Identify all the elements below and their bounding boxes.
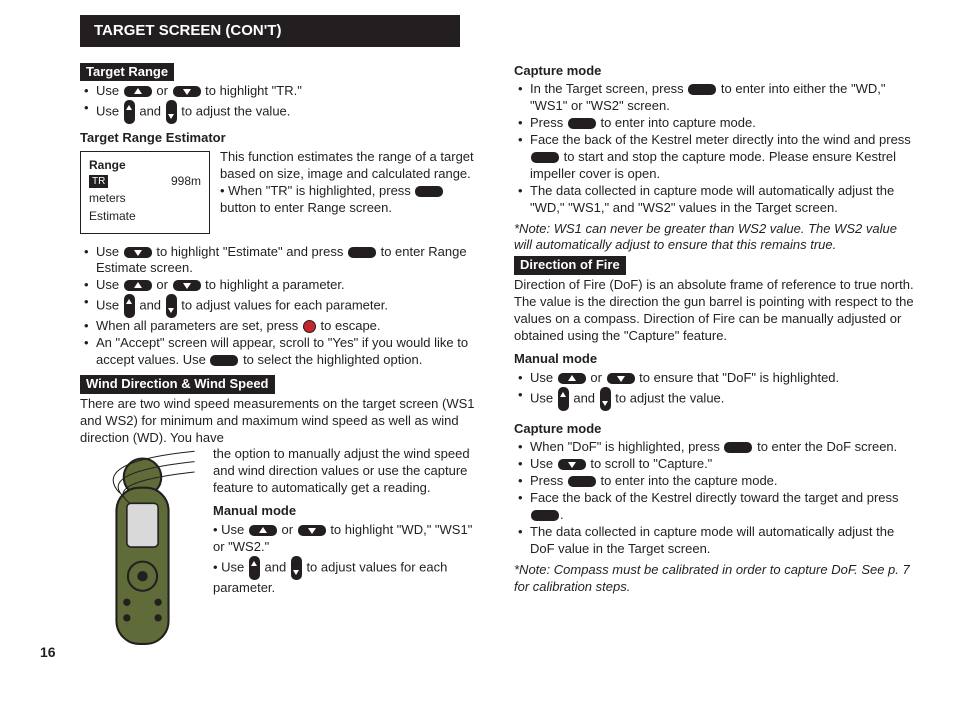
- list-item: Use to highlight "Estimate" and press to…: [80, 244, 482, 278]
- target-range-estimator-heading: Target Range Estimator: [80, 130, 482, 147]
- up-icon: [124, 294, 135, 318]
- list-item: Use or to highlight a parameter.: [80, 277, 482, 294]
- center-button-icon: [688, 84, 716, 95]
- up-arrow-icon: [249, 525, 277, 536]
- list-item: Use to scroll to "Capture.": [514, 456, 916, 473]
- dof-capture-list: When "DoF" is highlighted, press to ente…: [514, 439, 916, 557]
- list-item: In the Target screen, press to enter int…: [514, 81, 916, 115]
- dof-manual-heading: Manual mode: [514, 351, 916, 368]
- wind-option-text: the option to manually adjust the wind s…: [213, 446, 482, 497]
- left-column: Target Range Use or to highlight "TR." U…: [80, 63, 482, 678]
- capture-list: In the Target screen, press to enter int…: [514, 81, 916, 216]
- down-icon: [600, 387, 611, 411]
- wind-manual-item: • Use or to highlight "WD," "WS1" or "WS…: [213, 522, 482, 556]
- up-arrow-icon: [124, 280, 152, 291]
- dof-intro-text: Direction of Fire (DoF) is an absolute f…: [514, 277, 916, 345]
- tr-icon: TR: [89, 175, 108, 188]
- section-wind: Wind Direction & Wind Speed: [80, 375, 275, 394]
- right-column: Capture mode In the Target screen, press…: [514, 63, 916, 678]
- estimator-steps-list: Use to highlight "Estimate" and press to…: [80, 244, 482, 369]
- list-item: Face the back of the Kestrel directly to…: [514, 490, 916, 524]
- list-item: Use and to adjust values for each parame…: [80, 294, 482, 318]
- center-button-icon: [348, 247, 376, 258]
- down-arrow-icon: [173, 86, 201, 97]
- down-arrow-icon: [298, 525, 326, 536]
- down-icon: [166, 100, 177, 124]
- dof-capture-heading: Capture mode: [514, 421, 916, 438]
- list-item: The data collected in capture mode will …: [514, 183, 916, 217]
- list-item: Face the back of the Kestrel meter direc…: [514, 132, 916, 183]
- up-arrow-icon: [124, 86, 152, 97]
- capture-mode-heading: Capture mode: [514, 63, 916, 80]
- page-header: TARGET SCREEN (CON'T): [80, 15, 460, 47]
- list-item: Press to enter into the capture mode.: [514, 473, 916, 490]
- content-columns: Target Range Use or to highlight "TR." U…: [80, 63, 922, 678]
- up-icon: [558, 387, 569, 411]
- ws-note: *Note: WS1 can never be greater than WS2…: [514, 221, 916, 255]
- range-value: 998m: [112, 174, 201, 190]
- compass-note: *Note: Compass must be calibrated in ord…: [514, 562, 916, 596]
- center-button-icon: [568, 118, 596, 129]
- list-item: Use or to ensure that "DoF" is highlight…: [514, 370, 916, 387]
- dof-manual-list: Use or to ensure that "DoF" is highlight…: [514, 370, 916, 411]
- page-number: 16: [40, 643, 56, 661]
- manual-mode-heading: Manual mode: [213, 503, 482, 520]
- up-icon: [124, 100, 135, 124]
- center-button-icon: [531, 510, 559, 521]
- center-button-icon: [415, 186, 443, 197]
- list-item: Press to enter into capture mode.: [514, 115, 916, 132]
- wind-wrap-text: the option to manually adjust the wind s…: [213, 446, 482, 626]
- down-arrow-icon: [607, 373, 635, 384]
- wind-manual-item: • Use and to adjust values for each para…: [213, 556, 482, 597]
- range-label: Range: [89, 158, 201, 174]
- list-item: Use and to adjust the value.: [80, 100, 482, 124]
- wind-intro-text: There are two wind speed measurements on…: [80, 396, 482, 447]
- down-icon: [291, 556, 302, 580]
- kestrel-device-icon: [80, 446, 205, 675]
- list-item: Use and to adjust the value.: [514, 387, 916, 411]
- list-item: When "DoF" is highlighted, press to ente…: [514, 439, 916, 456]
- center-button-icon: [531, 152, 559, 163]
- section-target-range: Target Range: [80, 63, 174, 82]
- range-units: meters: [89, 191, 201, 207]
- list-item: An "Accept" screen will appear, scroll t…: [80, 335, 482, 369]
- escape-button-icon: [303, 320, 316, 333]
- center-button-icon: [210, 355, 238, 366]
- list-item: Use or to highlight "TR.": [80, 83, 482, 100]
- down-icon: [166, 294, 177, 318]
- estimator-description: This function estimates the range of a t…: [220, 149, 482, 217]
- down-arrow-icon: [124, 247, 152, 258]
- list-item: When all parameters are set, press to es…: [80, 318, 482, 335]
- section-dof: Direction of Fire: [514, 256, 626, 275]
- down-arrow-icon: [558, 459, 586, 470]
- range-estimate-label: Estimate: [89, 209, 136, 223]
- list-item: The data collected in capture mode will …: [514, 524, 916, 558]
- target-range-list: Use or to highlight "TR." Use and to adj…: [80, 83, 482, 124]
- range-estimator-box: Range TR 998m meters Estimate: [80, 151, 210, 233]
- up-arrow-icon: [558, 373, 586, 384]
- center-button-icon: [724, 442, 752, 453]
- up-icon: [249, 556, 260, 580]
- down-arrow-icon: [173, 280, 201, 291]
- center-button-icon: [568, 476, 596, 487]
